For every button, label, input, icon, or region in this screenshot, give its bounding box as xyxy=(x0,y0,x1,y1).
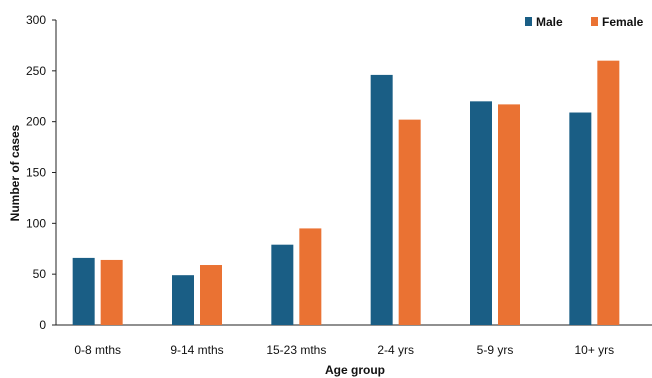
x-tick-label: 2-4 yrs xyxy=(377,343,414,357)
x-tick-label: 0-8 mths xyxy=(74,343,121,357)
y-axis: 0 50 100 150 200 250 300 xyxy=(26,13,57,332)
bar-male-3 xyxy=(370,74,393,326)
y-tick-label: 150 xyxy=(26,166,46,180)
bars xyxy=(72,60,620,326)
y-tick-label: 300 xyxy=(26,13,46,27)
bar-male-4 xyxy=(470,101,492,325)
y-tick-label: 100 xyxy=(26,216,46,230)
legend: Male Female xyxy=(525,15,644,29)
bar-female-5 xyxy=(597,60,620,326)
bar-male-1 xyxy=(172,275,194,325)
bar-female-4 xyxy=(498,104,520,325)
bar-female-0 xyxy=(100,259,123,325)
bar-female-2 xyxy=(299,228,322,325)
y-tick-label: 250 xyxy=(26,64,46,78)
legend-swatch-female xyxy=(591,17,598,26)
x-tick-label: 9-14 mths xyxy=(170,343,223,357)
y-tick-label: 200 xyxy=(26,115,46,129)
bar-female-3 xyxy=(398,119,421,325)
x-tick-label: 15-23 mths xyxy=(266,343,326,357)
legend-label-male: Male xyxy=(536,15,563,29)
y-tick-label: 50 xyxy=(33,267,47,281)
y-tick-label: 0 xyxy=(39,318,46,332)
y-axis-title: Number of cases xyxy=(8,124,22,221)
bar-male-2 xyxy=(271,244,294,325)
x-tick-label: 5-9 yrs xyxy=(477,343,514,357)
x-tick-label: 10+ yrs xyxy=(574,343,614,357)
x-axis-title: Age group xyxy=(325,363,385,377)
bar-male-0 xyxy=(72,257,95,325)
x-axis: 0-8 mths 9-14 mths 15-23 mths 2-4 yrs 5-9 yr… xyxy=(56,324,652,357)
legend-label-female: Female xyxy=(602,15,644,29)
legend-swatch-male xyxy=(525,17,532,26)
bar-female-1 xyxy=(200,265,222,325)
bar-male-5 xyxy=(569,112,592,326)
